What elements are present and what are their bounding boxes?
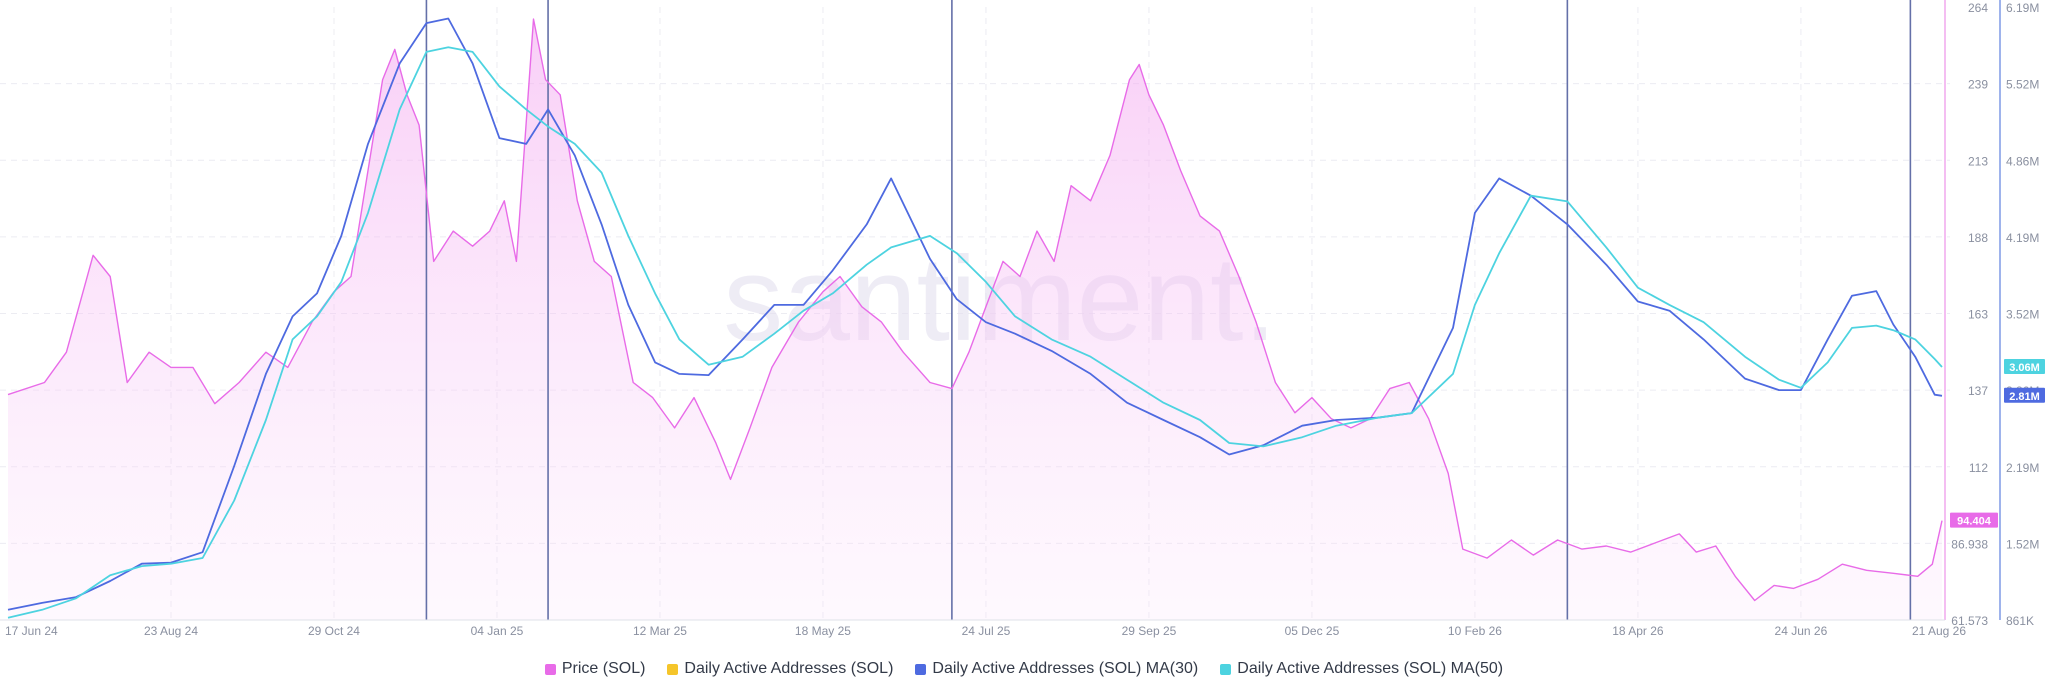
ma50-current-badge-bg [2004, 359, 2045, 375]
y-right-tick-label: 4.19M [2006, 231, 2039, 245]
y-left-tick-label: 137 [1968, 384, 1988, 398]
daily-active-addresses-sol-ma-50-line [7, 46, 1943, 619]
x-tick-label: 18 May 25 [795, 624, 851, 638]
ma30-current-badge-bg [2004, 387, 2045, 403]
legend-item[interactable]: Price (SOL) [544, 660, 646, 678]
y-left-tick-label: 61.573 [1951, 614, 1988, 628]
y-right-tick-label: 1.52M [2006, 537, 2039, 551]
legend-item[interactable]: Daily Active Addresses (SOL) MA(30) [915, 660, 1198, 678]
y-left-tick-label: 86.938 [1951, 537, 1988, 551]
x-tick-label: 29 Oct 24 [308, 624, 360, 638]
x-tick-label: 05 Dec 25 [1285, 624, 1340, 638]
legend-swatch [667, 663, 679, 675]
x-tick-label: 24 Jun 26 [1775, 624, 1828, 638]
legend-swatch [915, 663, 927, 675]
x-tick-label: 29 Sep 25 [1122, 624, 1177, 638]
y-right-tick-label: 3.52M [2006, 308, 2039, 322]
y-right-tick-label: 4.86M [2006, 154, 2039, 168]
legend-label: Daily Active Addresses (SOL) MA(30) [932, 660, 1199, 677]
y-left-tick-label: 264 [1968, 1, 1988, 15]
x-tick-label: 24 Jul 25 [962, 624, 1011, 638]
legend-swatch [544, 663, 556, 675]
x-tick-label: 10 Feb 26 [1448, 624, 1502, 638]
y-left-tick-label: 188 [1968, 231, 1988, 245]
x-tick-label: 23 Aug 24 [144, 624, 198, 638]
y-left-tick-label: 213 [1968, 154, 1988, 168]
ma30-current-badge: 2.81M [2009, 391, 2040, 403]
x-tick-label: 04 Jan 25 [471, 624, 524, 638]
legend-label: Daily Active Addresses (SOL) MA(50) [1237, 660, 1504, 677]
x-tick-label: 12 Mar 25 [633, 624, 687, 638]
y-right-tick-label: 5.52M [2006, 78, 2039, 92]
x-tick-label: 17 Jun 24 [5, 624, 58, 638]
legend-item[interactable]: Daily Active Addresses (SOL) [667, 660, 893, 678]
chart-legend: Price (SOL) Daily Active Addresses (SOL) D… [0, 654, 2048, 684]
price-current-badge-bg [1950, 512, 1998, 528]
ma50-current-badge: 3.06M [2009, 362, 2040, 374]
legend-label: Daily Active Addresses (SOL) [684, 660, 894, 677]
y-left-tick-label: 112 [1969, 461, 1988, 475]
y-right-tick-label: 861K [2006, 614, 2034, 628]
daily-active-addresses-sol-ma-30-line [7, 17, 1943, 611]
y-right-tick-label: 2.19M [2006, 461, 2039, 475]
x-tick-label: 18 Apr 26 [1612, 624, 1664, 638]
y-right-tick-label: 6.19M [2006, 1, 2039, 15]
y-left-tick-label: 163 [1968, 308, 1988, 322]
price-sol-area [8, 19, 1942, 621]
y-left-tick-label: 239 [1968, 78, 1988, 92]
legend-swatch [1220, 663, 1232, 675]
legend-item[interactable]: Daily Active Addresses (SOL) MA(50) [1220, 660, 1503, 678]
x-tick-label: 21 Aug 26 [1912, 624, 1966, 638]
price-current-badge: 94.404 [1957, 516, 1992, 528]
legend-label: Price (SOL) [561, 660, 646, 677]
